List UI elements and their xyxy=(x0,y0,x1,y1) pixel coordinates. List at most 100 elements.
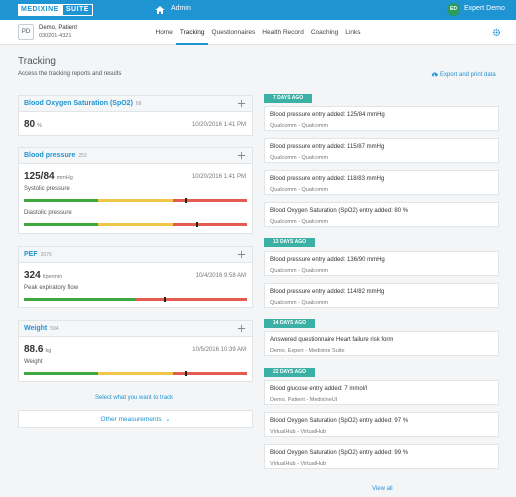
other-measurements-dropdown[interactable]: Other measurements ⌄ xyxy=(18,410,253,428)
spo2-card[interactable]: Blood Oxygen Saturation (SpO2) 68 80% 10/… xyxy=(18,95,253,136)
entry-title: Blood pressure entry added: 115/87 mmHg xyxy=(270,144,385,150)
entry-title: Blood Oxygen Saturation (SpO2) entry add… xyxy=(270,208,409,214)
user-avatar[interactable]: ED xyxy=(447,3,460,16)
timeline-entry[interactable]: Blood pressure entry added: 115/87 mmHg Q… xyxy=(264,138,499,163)
timeline-badge-7-days: 7 DAYS AGO xyxy=(264,94,313,103)
weight-range-bar xyxy=(24,371,247,376)
patient-avatar: PD xyxy=(18,24,34,40)
timeline-entry[interactable]: Answered questionnaire Heart failure ris… xyxy=(264,331,499,356)
spo2-date: 10/20/2016 1:41 PM xyxy=(191,122,246,128)
entry-source: Qualcomm - Qualcomm xyxy=(270,187,329,193)
weight-card-header: Weight 594 xyxy=(19,321,252,337)
entry-title: Blood pressure entry added: 118/83 mmHg xyxy=(270,176,385,182)
weight-bar-label: Weight xyxy=(24,359,43,365)
add-spo2-plus-icon[interactable] xyxy=(237,99,246,108)
timeline-badge-14-days: 14 DAYS AGO xyxy=(264,319,315,328)
pef-card[interactable]: PEF 2076 324 l/perm​in 10/4/2016 9:58 AM P… xyxy=(18,246,253,308)
timeline-entry[interactable]: Blood pressure entry added: 136/90 mmHg Q… xyxy=(264,251,499,276)
page-title: Tracking xyxy=(18,56,56,67)
pef-marker xyxy=(164,297,167,302)
entry-source: Qualcomm - Qualcomm xyxy=(270,219,329,225)
entry-title: Blood pressure entry added: 114/82 mmHg xyxy=(270,289,385,295)
chevron-down-icon: ⌄ xyxy=(165,417,171,423)
spo2-card-header: Blood Oxygen Saturation (SpO2) 68 xyxy=(19,96,252,112)
bp-count: 253 xyxy=(78,153,87,159)
tab-questionnaires[interactable]: Questionnaires xyxy=(211,29,256,36)
blood-pressure-card[interactable]: Blood pressure 253 125/84 mmHg 10/20/2016 … xyxy=(18,147,253,234)
timeline-entry[interactable]: Blood pressure entry added: 125/84 mmHg Q… xyxy=(264,106,499,131)
weight-marker xyxy=(184,371,187,376)
pef-date: 10/4/2016 9:58 AM xyxy=(195,273,246,279)
main-tabs: Home Tracking Questionnaires Health Reco… xyxy=(152,20,364,45)
weight-value: 88.6 kg xyxy=(24,344,52,355)
admin-link[interactable]: Admin xyxy=(171,5,191,12)
weight-date: 10/5/2016 10:39 AM xyxy=(192,347,246,353)
diastolic-marker xyxy=(195,222,198,227)
cloud-download-icon xyxy=(431,72,438,77)
entry-title: Blood pressure entry added: 125/84 mmHg xyxy=(270,112,385,118)
add-weight-plus-icon[interactable] xyxy=(237,324,246,333)
brand-logo[interactable]: MEDIXINE SUITE xyxy=(18,4,93,16)
weight-card[interactable]: Weight 594 88.6 kg 10/5/2016 10:39 AM Weig… xyxy=(18,320,253,382)
timeline-entry[interactable]: Blood glucose entry added: 7 mmol/l Demo,… xyxy=(264,380,499,405)
spo2-value: 80% xyxy=(24,119,43,130)
top-bar: MEDIXINE SUITE Admin ED Expert Demo xyxy=(0,0,516,20)
spo2-count: 68 xyxy=(135,101,142,107)
bp-title[interactable]: Blood pressure 253 xyxy=(24,152,87,159)
export-print-link[interactable]: Export and print data xyxy=(431,71,496,78)
add-pef-plus-icon[interactable] xyxy=(237,250,246,259)
entry-title: Blood pressure entry added: 136/90 mmHg xyxy=(270,257,385,263)
spo2-title[interactable]: Blood Oxygen Saturation (SpO2) 68 xyxy=(24,100,142,107)
entry-source: VirtualHub - VirtualHub xyxy=(270,429,327,435)
systolic-range-bar xyxy=(24,198,247,203)
entry-title: Answered questionnaire Heart failure ris… xyxy=(270,337,394,343)
timeline-entry[interactable]: Blood pressure entry added: 114/82 mmHg Q… xyxy=(264,283,499,308)
entry-title: Blood glucose entry added: 7 mmol/l xyxy=(270,386,368,392)
select-tracking-link[interactable]: Select what you want to track xyxy=(95,395,174,401)
tab-links[interactable]: Links xyxy=(345,29,361,36)
bp-value: 125/84 mmHg xyxy=(24,171,73,182)
pef-card-header: PEF 2076 xyxy=(19,247,252,263)
entry-source: Qualcomm - Qualcomm xyxy=(270,123,329,129)
pef-count: 2076 xyxy=(40,252,52,258)
patient-name: Demo, Patient xyxy=(39,25,78,31)
systolic-marker xyxy=(184,198,187,203)
timeline-entry[interactable]: Blood Oxygen Saturation (SpO2) entry add… xyxy=(264,202,499,227)
timeline-entry[interactable]: Blood Oxygen Saturation (SpO2) entry add… xyxy=(264,444,499,469)
timeline-entry[interactable]: Blood Oxygen Saturation (SpO2) entry add… xyxy=(264,412,499,437)
tab-health-record[interactable]: Health Record xyxy=(262,29,304,36)
export-print-label: Export and print data xyxy=(440,71,496,78)
brand-logo-part1: MEDIXINE xyxy=(18,4,62,16)
pef-bar-label: Peak expiratory flow xyxy=(24,285,79,291)
entry-source: Qualcomm - Qualcomm xyxy=(270,300,329,306)
tab-coaching[interactable]: Coaching xyxy=(310,29,339,36)
diastolic-range-bar xyxy=(24,222,247,227)
gear-icon[interactable] xyxy=(492,28,501,37)
page-subtitle: Access the tracking reports and results xyxy=(18,71,122,77)
view-all-link[interactable]: View all xyxy=(372,486,393,492)
entry-source: Demo, Expert - Medixine Suite xyxy=(270,348,345,354)
user-name[interactable]: Expert Demo xyxy=(464,5,505,12)
pef-value: 324 l/perm​in xyxy=(24,270,63,281)
systolic-label: Systolic pressure xyxy=(24,186,70,192)
entry-source: VirtualHub - VirtualHub xyxy=(270,461,327,467)
entry-title: Blood Oxygen Saturation (SpO2) entry add… xyxy=(270,418,409,424)
bp-card-header: Blood pressure 253 xyxy=(19,148,252,164)
entry-source: Qualcomm - Qualcomm xyxy=(270,268,329,274)
timeline-badge-22-days: 22 DAYS AGO xyxy=(264,368,315,377)
weight-title[interactable]: Weight 594 xyxy=(24,325,59,332)
tab-tracking[interactable]: Tracking xyxy=(176,20,209,45)
diastolic-label: Diastolic pressure xyxy=(24,210,72,216)
timeline-entry[interactable]: Blood pressure entry added: 118/83 mmHg Q… xyxy=(264,170,499,195)
tab-home[interactable]: Home xyxy=(155,29,173,36)
add-bp-plus-icon[interactable] xyxy=(237,151,246,160)
brand-logo-part2: SUITE xyxy=(61,4,93,16)
entry-source: Qualcomm - Qualcomm xyxy=(270,155,329,161)
patient-nav-bar: PD Demo, Patient 030201-4321 Home Tracki… xyxy=(0,20,516,45)
home-icon[interactable] xyxy=(155,5,165,15)
timeline-badge-13-days: 13 DAYS AGO xyxy=(264,238,315,247)
bp-date: 10/20/2016 1:41 PM xyxy=(191,174,246,180)
patient-id: 030201-4321 xyxy=(39,33,72,39)
entry-title: Blood Oxygen Saturation (SpO2) entry add… xyxy=(270,450,409,456)
pef-title[interactable]: PEF 2076 xyxy=(24,251,52,258)
